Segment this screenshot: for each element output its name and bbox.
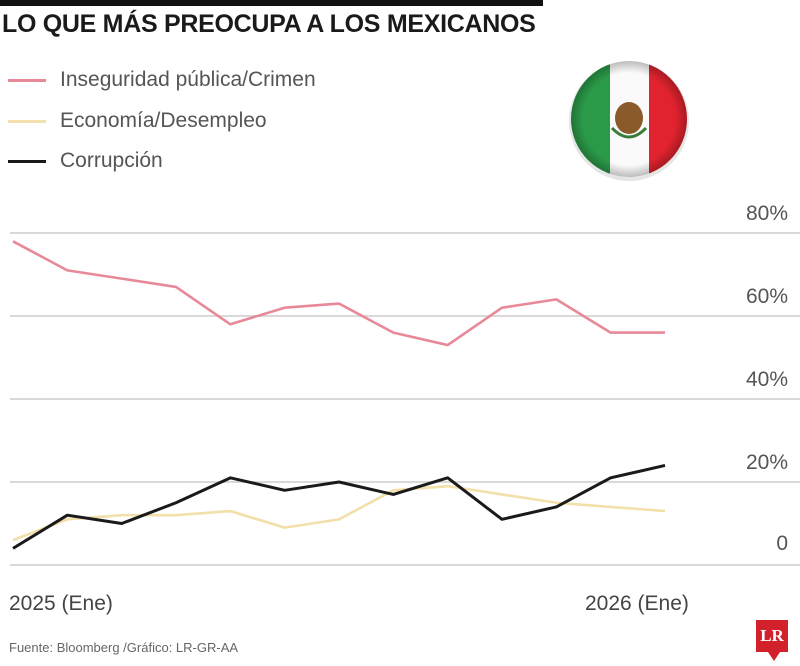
legend-swatch (8, 78, 46, 82)
title-rule (0, 0, 543, 6)
legend-item-economia: Economía/Desempleo (8, 109, 267, 133)
series-line-1 (12, 484, 666, 542)
legend-label: Inseguridad pública/Crimen (60, 68, 316, 91)
y-tick-label: 0 (776, 532, 788, 555)
mexico-flag-icon (569, 61, 689, 181)
legend-label: Economía/Desempleo (60, 109, 267, 132)
series-line-0 (12, 240, 665, 347)
source-note: Fuente: Bloomberg /Gráfico: LR-GR-AA (9, 640, 239, 655)
y-tick-label: 80% (745, 202, 788, 225)
x-tick-label: 2025 (Ene) (9, 592, 113, 615)
series-line-2 (12, 463, 666, 550)
legend-item-inseguridad: Inseguridad pública/Crimen (8, 68, 316, 92)
y-tick-label: 40% (745, 368, 788, 391)
legend-swatch (8, 119, 46, 123)
logo-text: LR (760, 626, 784, 645)
legend-label: Corrupción (60, 149, 163, 172)
legend-swatch (8, 159, 46, 163)
x-tick-label: 2026 (Ene) (585, 592, 689, 615)
legend-item-corrupcion: Corrupción (8, 149, 163, 173)
y-tick-label: 60% (745, 285, 788, 308)
y-tick-label: 20% (745, 451, 788, 474)
chart-title: LO QUE MÁS PREOCUPA A LOS MEXICANOS (2, 10, 536, 38)
lr-logo: LR (756, 620, 788, 661)
